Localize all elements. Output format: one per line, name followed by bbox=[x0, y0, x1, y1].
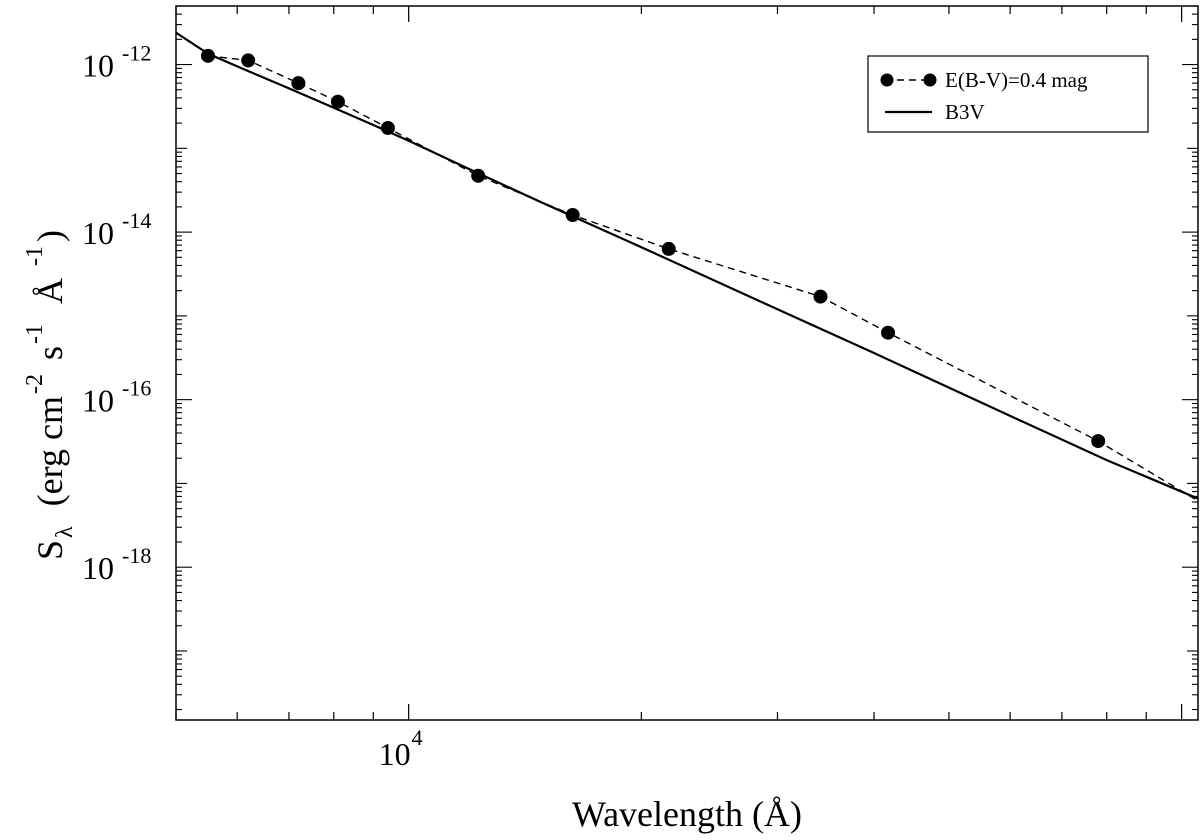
y-axis-title-part: -2 bbox=[22, 374, 48, 394]
legend: E(B-V)=0.4 mag B3V bbox=[867, 55, 1149, 133]
y-axis-title: Sλ (erg cm-2 s -1 Å -1) bbox=[22, 230, 78, 560]
plot-area bbox=[176, 31, 1198, 502]
y-axis-title-part: ) bbox=[30, 230, 70, 242]
y-axis-title-part: λ bbox=[52, 526, 78, 538]
data-point bbox=[291, 76, 306, 91]
legend-marker bbox=[880, 73, 894, 87]
b3v-model-line bbox=[176, 31, 1198, 500]
plot-frame bbox=[175, 5, 1199, 721]
series-group bbox=[176, 31, 1198, 502]
y-axis-title-part: S bbox=[30, 540, 70, 560]
y-tick-exponent: -18 bbox=[122, 543, 151, 568]
y-tick-exponent: -12 bbox=[122, 41, 151, 66]
data-point bbox=[813, 289, 828, 304]
y-tick-exponent: -16 bbox=[122, 376, 151, 401]
data-point bbox=[330, 94, 345, 109]
data-point bbox=[241, 53, 256, 68]
legend-label-b3v: B3V bbox=[945, 100, 985, 124]
y-tick-label: 10 bbox=[82, 550, 114, 586]
data-point bbox=[380, 120, 395, 135]
y-axis-title-part: -1 bbox=[22, 246, 48, 266]
x-axis-title: Wavelength (Å) bbox=[572, 794, 802, 834]
y-tick-label: 10 bbox=[82, 48, 114, 84]
y-tick-exponent: -14 bbox=[122, 208, 151, 233]
y-axis-title-part: Å bbox=[30, 278, 70, 304]
data-point bbox=[1091, 434, 1106, 449]
legend-label-reddened: E(B-V)=0.4 mag bbox=[945, 68, 1088, 92]
x-tick-exponent: 4 bbox=[412, 725, 423, 750]
y-tick-label: 10 bbox=[82, 215, 114, 251]
y-axis-title-part: s bbox=[30, 346, 70, 360]
legend-box bbox=[867, 55, 1149, 133]
y-axis-title-part: -1 bbox=[22, 324, 48, 344]
data-point bbox=[661, 241, 676, 256]
data-point bbox=[881, 325, 896, 340]
legend-marker bbox=[923, 73, 937, 87]
x-tick-label: 10 bbox=[379, 736, 411, 772]
y-axis-title-part: (erg cm bbox=[30, 396, 70, 506]
y-tick-label: 10 bbox=[82, 383, 114, 419]
